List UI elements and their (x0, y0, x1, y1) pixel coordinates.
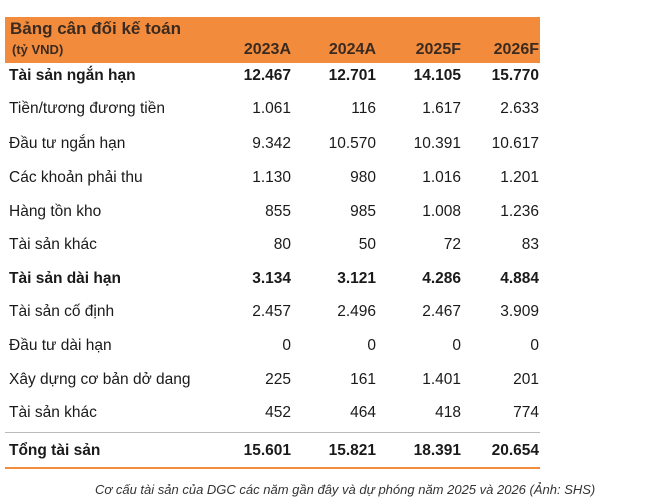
cell-value: 1.016 (422, 169, 461, 186)
cell-value: 452 (265, 404, 291, 421)
cell-value: 15.821 (328, 442, 376, 459)
cell-value: 2.496 (337, 303, 376, 320)
cell-value: 2.457 (252, 303, 291, 320)
cell-value: 0 (282, 337, 291, 354)
row-label: Tài sản khác (9, 404, 97, 421)
caption: Cơ cấu tài sản của DGC các năm gần đây v… (95, 482, 596, 497)
cell-value: 4.286 (422, 270, 461, 287)
column-header: 2026F (493, 41, 539, 58)
cell-value: 15.770 (491, 67, 539, 84)
row-label: Các khoản phải thu (9, 169, 143, 186)
cell-value: 2.633 (500, 100, 539, 117)
cell-value: 774 (513, 404, 539, 421)
row-label: Tài sản ngắn hạn (9, 67, 136, 84)
cell-value: 985 (350, 203, 376, 220)
cell-value: 1.236 (500, 203, 539, 220)
row-label: Tiền/tương đương tiền (9, 100, 165, 117)
cell-value: 12.701 (328, 67, 376, 84)
cell-value: 201 (513, 371, 539, 388)
unit: (tỷ VND) (12, 42, 64, 57)
cell-value: 18.391 (413, 442, 461, 459)
column-header: 2023A (243, 41, 291, 58)
cell-value: 116 (351, 100, 376, 117)
cell-value: 1.130 (252, 169, 291, 186)
row-label: Đầu tư dài hạn (9, 337, 112, 354)
cell-value: 0 (367, 337, 376, 354)
cell-value: 980 (350, 169, 376, 186)
cell-value: 50 (358, 236, 376, 253)
cell-value: 20.654 (491, 442, 539, 459)
cell-value: 1.201 (500, 169, 539, 186)
cell-value: 12.467 (243, 67, 291, 84)
header-band (5, 17, 540, 63)
column-header: 2025F (415, 41, 461, 58)
cell-value: 0 (452, 337, 461, 354)
cell-value: 14.105 (413, 67, 461, 84)
cell-value: 3.909 (500, 303, 539, 320)
cell-value: 2.467 (422, 303, 461, 320)
row-label: Hàng tồn kho (9, 203, 102, 220)
cell-value: 855 (265, 203, 291, 220)
cell-value: 0 (530, 337, 539, 354)
cell-value: 1.008 (422, 203, 461, 220)
cell-value: 83 (521, 236, 539, 253)
cell-value: 1.061 (252, 100, 291, 117)
cell-value: 72 (443, 236, 461, 253)
cell-value: 9.342 (252, 135, 291, 152)
row-label: Xây dựng cơ bản dở dang (9, 371, 191, 388)
cell-value: 10.391 (413, 135, 461, 152)
total-rule (5, 432, 540, 433)
cell-value: 3.134 (252, 270, 291, 287)
cell-value: 3.121 (337, 270, 376, 287)
cell-value: 1.617 (422, 100, 461, 117)
row-label: Tổng tài sản (9, 442, 101, 459)
row-label: Tài sản khác (9, 236, 97, 253)
cell-value: 80 (273, 236, 291, 253)
row-label: Tài sản dài hạn (9, 270, 121, 287)
cell-value: 418 (435, 404, 461, 421)
cell-value: 1.401 (422, 371, 461, 388)
column-header: 2024A (328, 41, 376, 58)
cell-value: 10.570 (328, 135, 376, 152)
cell-value: 4.884 (500, 270, 539, 287)
table-title: Bảng cân đối kế toán (10, 19, 181, 38)
row-label: Đầu tư ngắn hạn (9, 135, 126, 152)
row-label: Tài sản cố định (9, 303, 115, 320)
cell-value: 225 (265, 371, 291, 388)
cell-value: 464 (350, 404, 376, 421)
cell-value: 161 (350, 371, 376, 388)
bottom-rule (5, 467, 540, 469)
cell-value: 10.617 (491, 135, 539, 152)
cell-value: 15.601 (243, 442, 291, 459)
